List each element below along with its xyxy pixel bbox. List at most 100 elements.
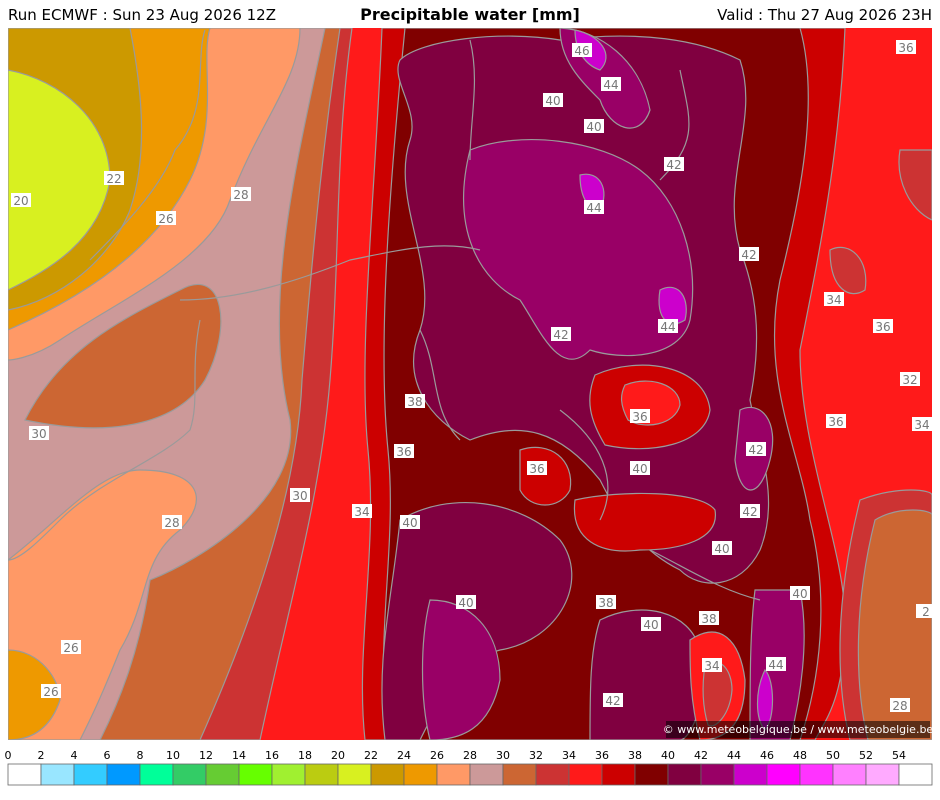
contour-label: 44 [586,201,601,215]
contour-label: 42 [741,248,756,262]
colorbar-tick-label: 38 [628,749,642,762]
contour-label-bg [739,247,759,261]
colorbar-box [205,763,240,786]
contour-label: 42 [748,443,763,457]
colorbar-tick-label: 30 [496,749,510,762]
contour-label: 40 [545,94,560,108]
colorbar-tick-label: 4 [71,749,78,762]
contour-label: 36 [828,415,843,429]
contour-label: 20 [13,194,28,208]
contour-label: 40 [458,596,473,610]
contour-label-bg [630,461,650,475]
contour-label-bg [641,617,661,631]
contour-label-bg [790,586,810,600]
contour-label: 40 [714,542,729,556]
contour-label: 28 [892,699,907,713]
colorbar-tick-label: 34 [562,749,576,762]
contour-label-bg [290,488,310,502]
contour-label-bg [162,515,182,529]
colorbar-tick-label: 10 [166,749,180,762]
contour-label-bg [601,77,621,91]
contour-label: 42 [605,694,620,708]
contour-label: 34 [826,293,841,307]
contour-label-bg [231,187,251,201]
contour-label-bg [584,200,604,214]
contour-label: 44 [660,320,675,334]
colorbar-tick-label: 20 [331,749,345,762]
colorbar-tick-label: 50 [826,749,840,762]
contour-label: 28 [164,516,179,530]
contour-label: 38 [598,596,613,610]
contour-label-bg [29,426,49,440]
contour-label: 40 [792,587,807,601]
colorbar-tick-label: 12 [199,749,213,762]
contour-label-bg [702,658,722,672]
colorbar-tick-label: 36 [595,749,609,762]
colorbar: 0 2 4 6 8 10 12 14 16 18 20 22 24 26 28 30 32 34 36 38 40 42 4… [5,749,933,786]
colorbar-box [172,763,207,786]
colorbar-tick-label: 26 [430,749,444,762]
contour-label-bg [61,640,81,654]
contour-label-bg [456,595,476,609]
contour-label: 40 [632,462,647,476]
contour-label-bg [527,461,547,475]
contour-label-bg [873,319,893,333]
contour-label-bg [900,372,920,386]
colorbar-box [40,763,75,786]
contour-label-bg [584,119,604,133]
colorbar-tick-label: 46 [760,749,774,762]
contour-labels: 46 44 40 40 42 44 36 42 34 36 44 42 32 38 36 36 34 42 36 36… [11,40,936,713]
contour-label-bg [400,515,420,529]
contour-label: 42 [553,328,568,342]
contour-label: 34 [914,418,929,432]
colorbar-box [700,763,735,786]
colorbar-box [139,763,174,786]
contour-label-bg [712,541,732,555]
contour-label: 42 [742,505,757,519]
contour-label: 40 [586,120,601,134]
contour-label: 44 [603,78,618,92]
contour-label: 28 [233,188,248,202]
contour-label-bg [41,684,61,698]
contour-label-bg [352,504,372,518]
contour-label: 36 [632,410,647,424]
colorbar-tick-label: 40 [661,749,675,762]
contour-label-bg [766,657,786,671]
colorbar-tick-label: 54 [892,749,906,762]
run-info: Run ECMWF : Sun 23 Aug 2026 12Z [8,6,276,24]
valid-info: Valid : Thu 27 Aug 2026 23H [717,6,932,24]
colorbar-box [238,763,273,786]
colorbar-tick-label: 44 [727,749,741,762]
contour-label-bg [11,193,31,207]
contour-label-bg [896,40,916,54]
colorbar-tick-label: 16 [265,749,279,762]
contour-label: 40 [402,516,417,530]
map-title: Precipitable water [mm] [360,5,580,24]
colorbar-tick-label: 42 [694,749,708,762]
colorbar-box [403,763,438,786]
contour-label-bg [824,292,844,306]
contour-label: 38 [701,612,716,626]
colorbar-tick-label: 0 [5,749,12,762]
colorbar-box [502,763,537,786]
contour-label-bg [543,93,563,107]
contour-label-bg [394,444,414,458]
contour-label-bg [405,394,425,408]
contour-label-bg [699,611,719,625]
credit-bg [666,721,930,738]
colorbar-box [304,763,339,786]
colorbar-box [634,763,669,786]
contour-label: 36 [396,445,411,459]
colorbar-box [7,763,42,786]
contour-label-bg [826,414,846,428]
contour-label-bg [551,327,571,341]
colorbar-tick-label: 28 [463,749,477,762]
contour-label-bg [603,693,623,707]
contour-label: 26 [43,685,58,699]
contour-label: 22 [106,172,121,186]
contour-label-bg [890,698,910,712]
contour-label: 34 [354,505,369,519]
contour-label: 34 [704,659,719,673]
